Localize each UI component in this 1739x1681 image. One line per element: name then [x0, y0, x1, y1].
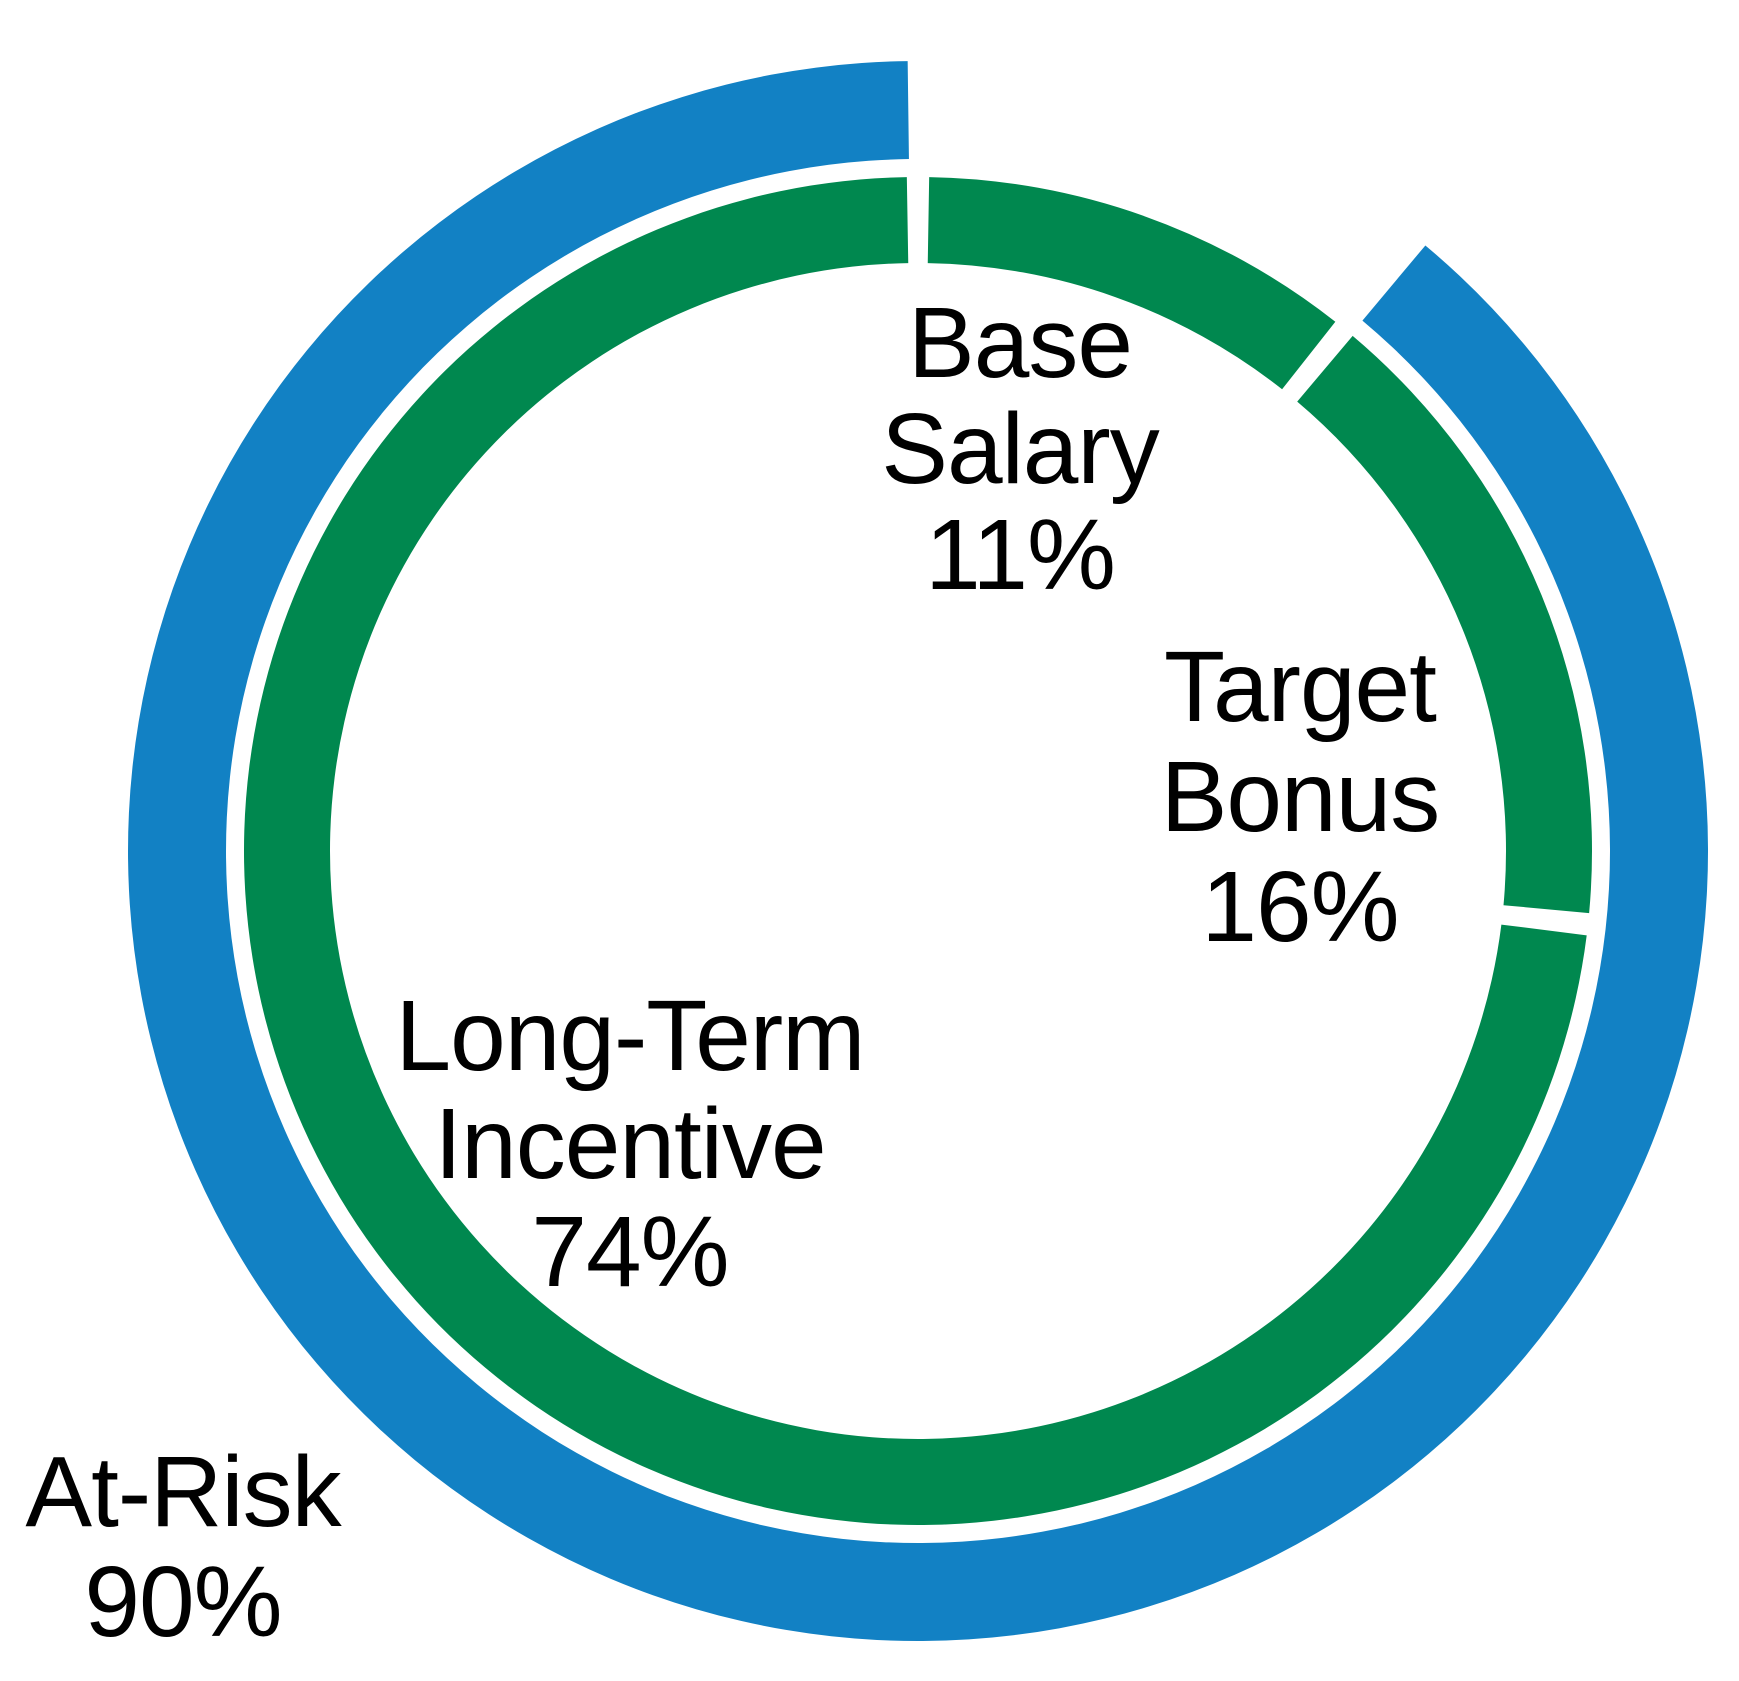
- label-long-term-incentive-line2: Incentive: [434, 1088, 826, 1200]
- label-at-risk-line1: At-Risk: [25, 1436, 341, 1548]
- label-base-salary-line2: Salary: [881, 393, 1159, 505]
- label-target-bonus: Target Bonus 16%: [1160, 631, 1441, 963]
- segment-base-salary: [927, 177, 1336, 390]
- label-target-bonus-line1: Target: [1164, 631, 1437, 743]
- label-base-salary-line1: Base: [908, 287, 1133, 399]
- label-at-risk: At-Risk 90%: [25, 1436, 341, 1658]
- label-long-term-incentive: Long-Term Incentive 74%: [395, 980, 866, 1308]
- label-base-salary: Base Salary 11%: [881, 287, 1159, 611]
- label-target-bonus-value: 16%: [1201, 851, 1399, 963]
- label-target-bonus-line2: Bonus: [1160, 741, 1441, 853]
- label-base-salary-value: 11%: [925, 499, 1116, 611]
- label-long-term-incentive-line1: Long-Term: [395, 980, 866, 1092]
- label-at-risk-value: 90%: [84, 1546, 282, 1658]
- segment-target-bonus: [1297, 335, 1592, 914]
- label-long-term-incentive-value: 74%: [531, 1196, 729, 1308]
